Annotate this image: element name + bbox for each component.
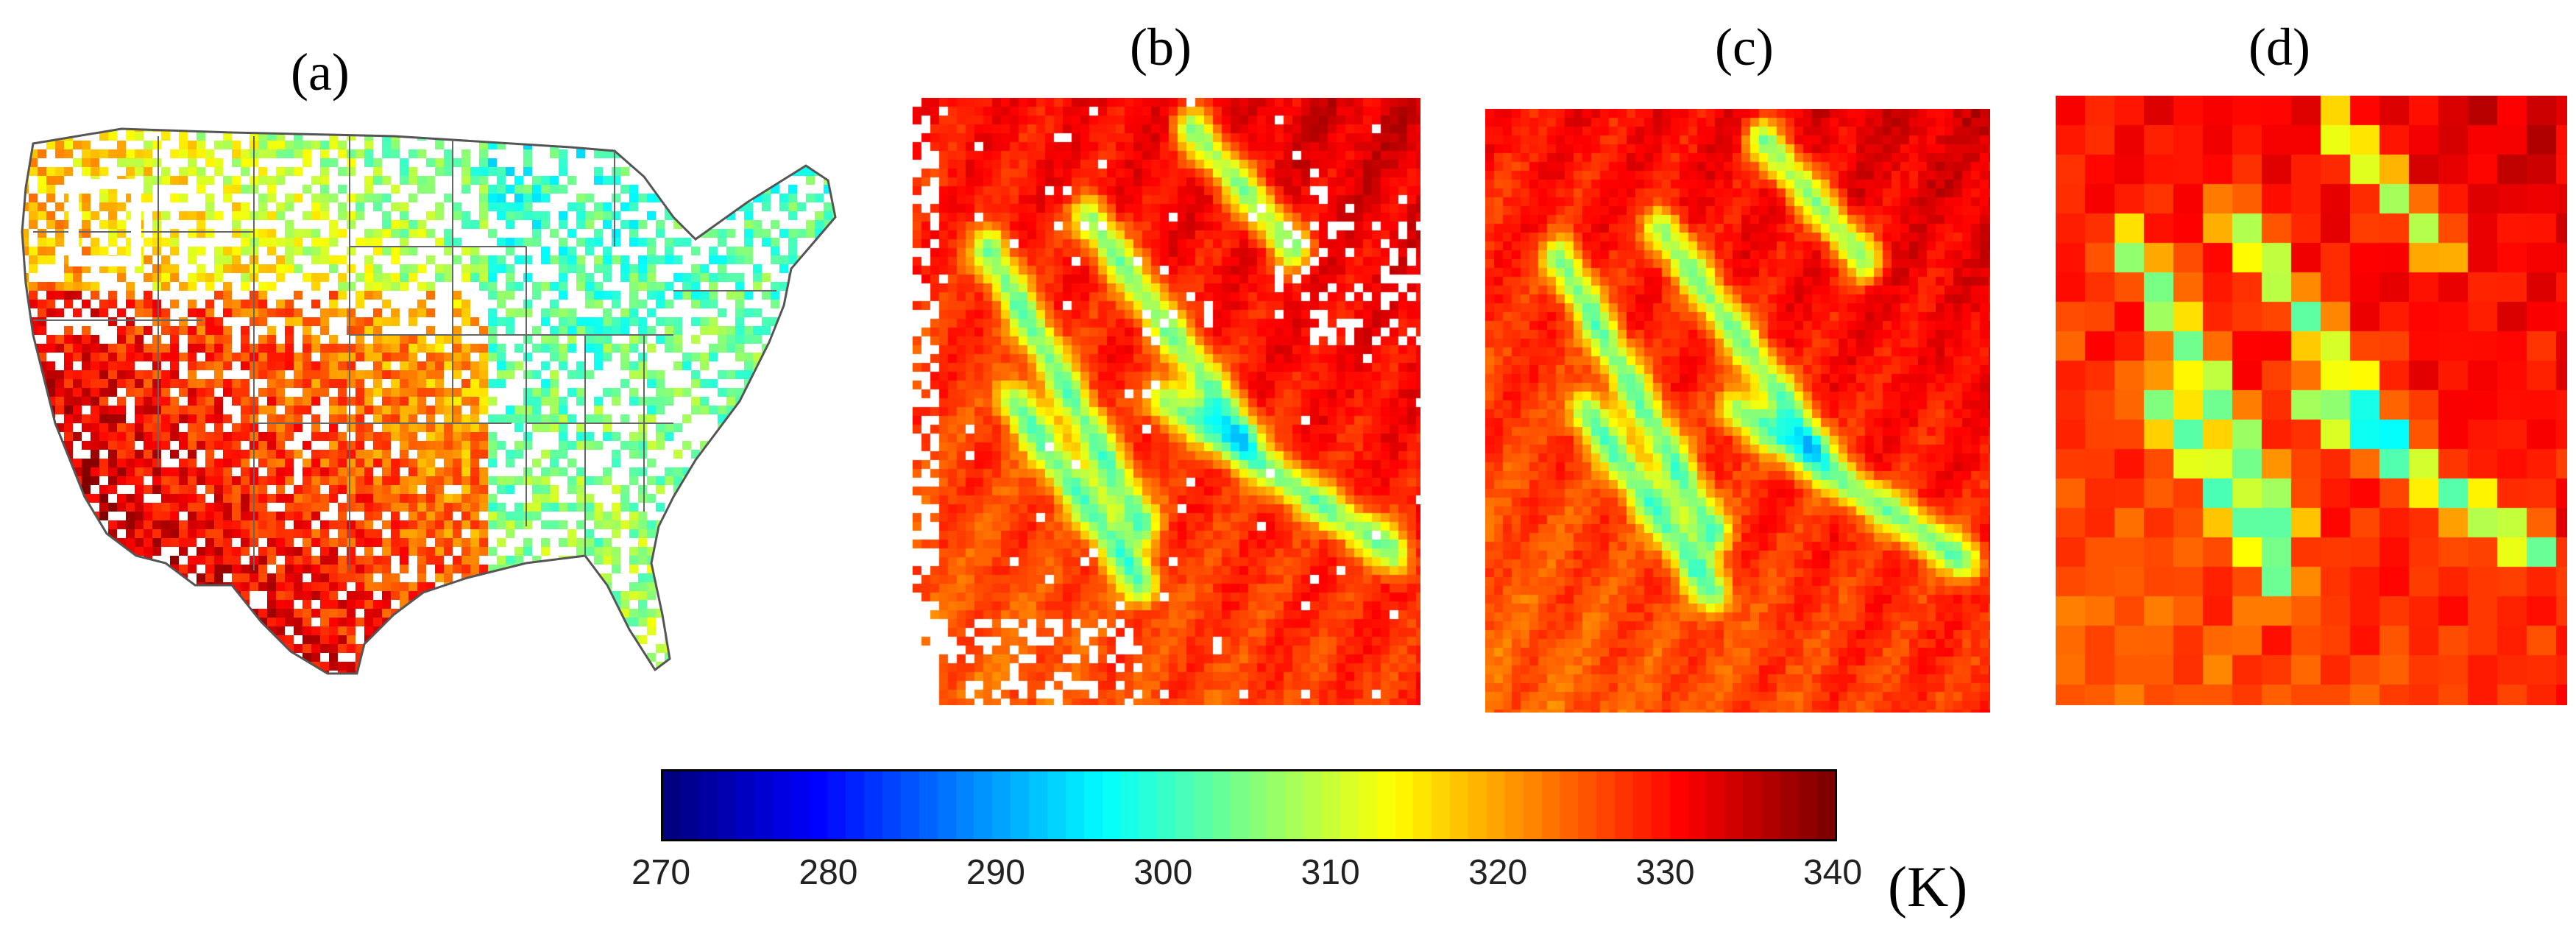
panel-a-label: (a): [291, 43, 350, 102]
colorbar-tick-label: 300: [1133, 853, 1193, 892]
colorbar: [661, 769, 1837, 841]
panel-d-lst-coarse: [2056, 96, 2567, 705]
panel-b-label: (b): [1130, 18, 1192, 77]
lst-image-filled: [1485, 109, 1990, 713]
lst-image-coarse: [2056, 96, 2567, 705]
lst-image-with-gaps: [913, 98, 1420, 705]
colorbar-tick-label: 290: [966, 853, 1025, 892]
colorbar-gradient: [661, 769, 1837, 841]
panel-a-us-map: [11, 114, 872, 681]
study-area-box: [68, 179, 141, 266]
colorbar-tick-label: 280: [799, 853, 858, 892]
us-lst-map: [21, 127, 837, 675]
colorbar-tick-label: 270: [631, 853, 691, 892]
colorbar-tick-label: 320: [1468, 853, 1528, 892]
colorbar-tick-label: 340: [1802, 853, 1863, 892]
panel-c-label: (c): [1715, 18, 1774, 77]
panel-c-lst-filled: [1485, 109, 1990, 713]
colorbar-tick-label: 330: [1635, 853, 1695, 892]
colorbar-unit: (K): [1888, 855, 1968, 919]
colorbar-tick-label: 310: [1301, 853, 1360, 892]
panel-b-lst-gaps: [913, 98, 1420, 705]
panel-d-label: (d): [2248, 18, 2310, 77]
